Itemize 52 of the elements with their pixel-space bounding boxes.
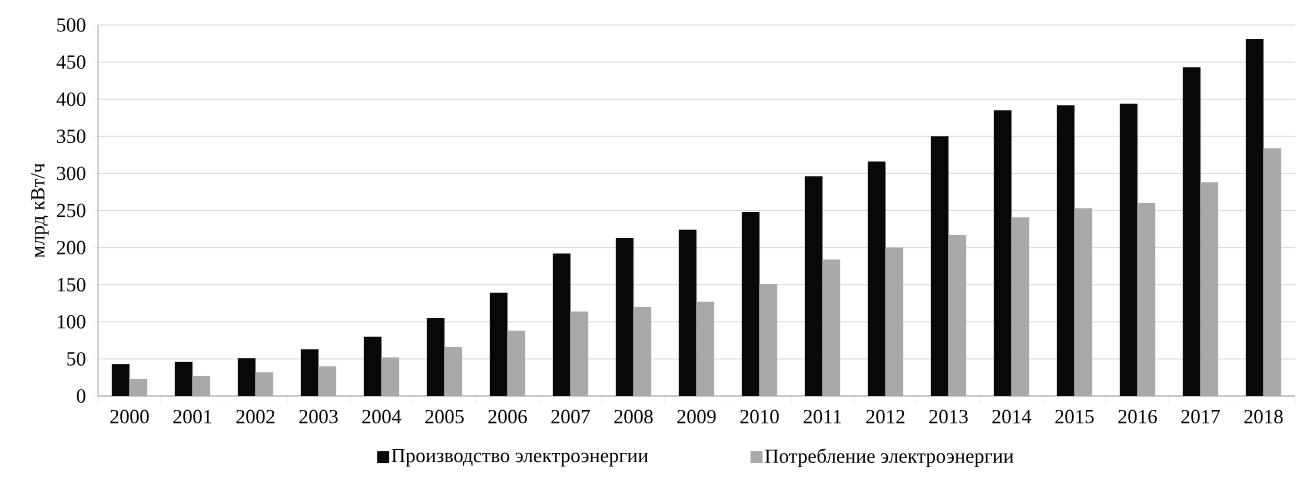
bar <box>930 136 949 396</box>
y-tick-label: 250 <box>57 203 86 218</box>
bar <box>111 364 130 396</box>
x-tick-label: 2004 <box>362 409 402 424</box>
legend-label: Потребление электроэнергии <box>765 448 1014 467</box>
y-tick-label: 400 <box>56 92 86 106</box>
bar <box>615 237 634 396</box>
bar <box>804 176 823 396</box>
bar <box>1182 67 1201 396</box>
bar <box>678 229 697 396</box>
y-axis-title: млрд кВт/ч <box>31 163 49 258</box>
bar <box>1056 105 1075 396</box>
x-tick-label: 2008 <box>614 409 653 424</box>
bar <box>1119 103 1138 396</box>
bar <box>1245 39 1264 396</box>
x-tick-label: 2005 <box>425 409 464 424</box>
y-tick-label: 500 <box>57 18 86 32</box>
x-tick-label: 2009 <box>677 409 716 424</box>
x-tick-label: 2003 <box>299 409 338 424</box>
x-tick-label: 2013 <box>929 409 968 424</box>
bar <box>426 318 445 396</box>
x-tick-label: 2018 <box>1244 409 1283 424</box>
x-tick-label: 2007 <box>551 409 590 424</box>
y-tick-label: 150 <box>57 277 86 292</box>
x-tick-label: 2016 <box>1118 409 1157 424</box>
bar <box>552 253 571 396</box>
bar <box>489 292 508 396</box>
bar <box>300 349 319 396</box>
y-tick-label: 350 <box>57 129 86 144</box>
y-tick-label: 50 <box>67 352 86 366</box>
y-tick-label: 300 <box>57 166 86 181</box>
y-tick-label: 200 <box>57 240 86 255</box>
y-tick-label: 0 <box>76 389 86 403</box>
bar <box>741 211 760 396</box>
x-tick-label: 2010 <box>740 409 779 424</box>
x-tick-label: 2000 <box>110 409 149 424</box>
x-tick-label: 2011 <box>803 409 841 424</box>
x-tick-label: 2015 <box>1055 409 1094 424</box>
x-tick-label: 2017 <box>1181 409 1220 424</box>
bar <box>993 110 1012 396</box>
y-tick-label: 450 <box>56 55 86 69</box>
x-tick-label: 2012 <box>866 409 905 424</box>
y-tick-label: 100 <box>57 315 86 329</box>
bar <box>237 358 256 396</box>
x-tick-label: 2014 <box>992 409 1032 424</box>
x-tick-label: 2001 <box>173 409 212 424</box>
legend-label: Производство электроэнергии <box>391 449 649 467</box>
bar <box>363 336 382 396</box>
x-tick-label: 2002 <box>236 409 275 424</box>
x-tick-label: 2006 <box>488 409 527 424</box>
bar <box>867 161 886 396</box>
bar <box>174 361 193 396</box>
